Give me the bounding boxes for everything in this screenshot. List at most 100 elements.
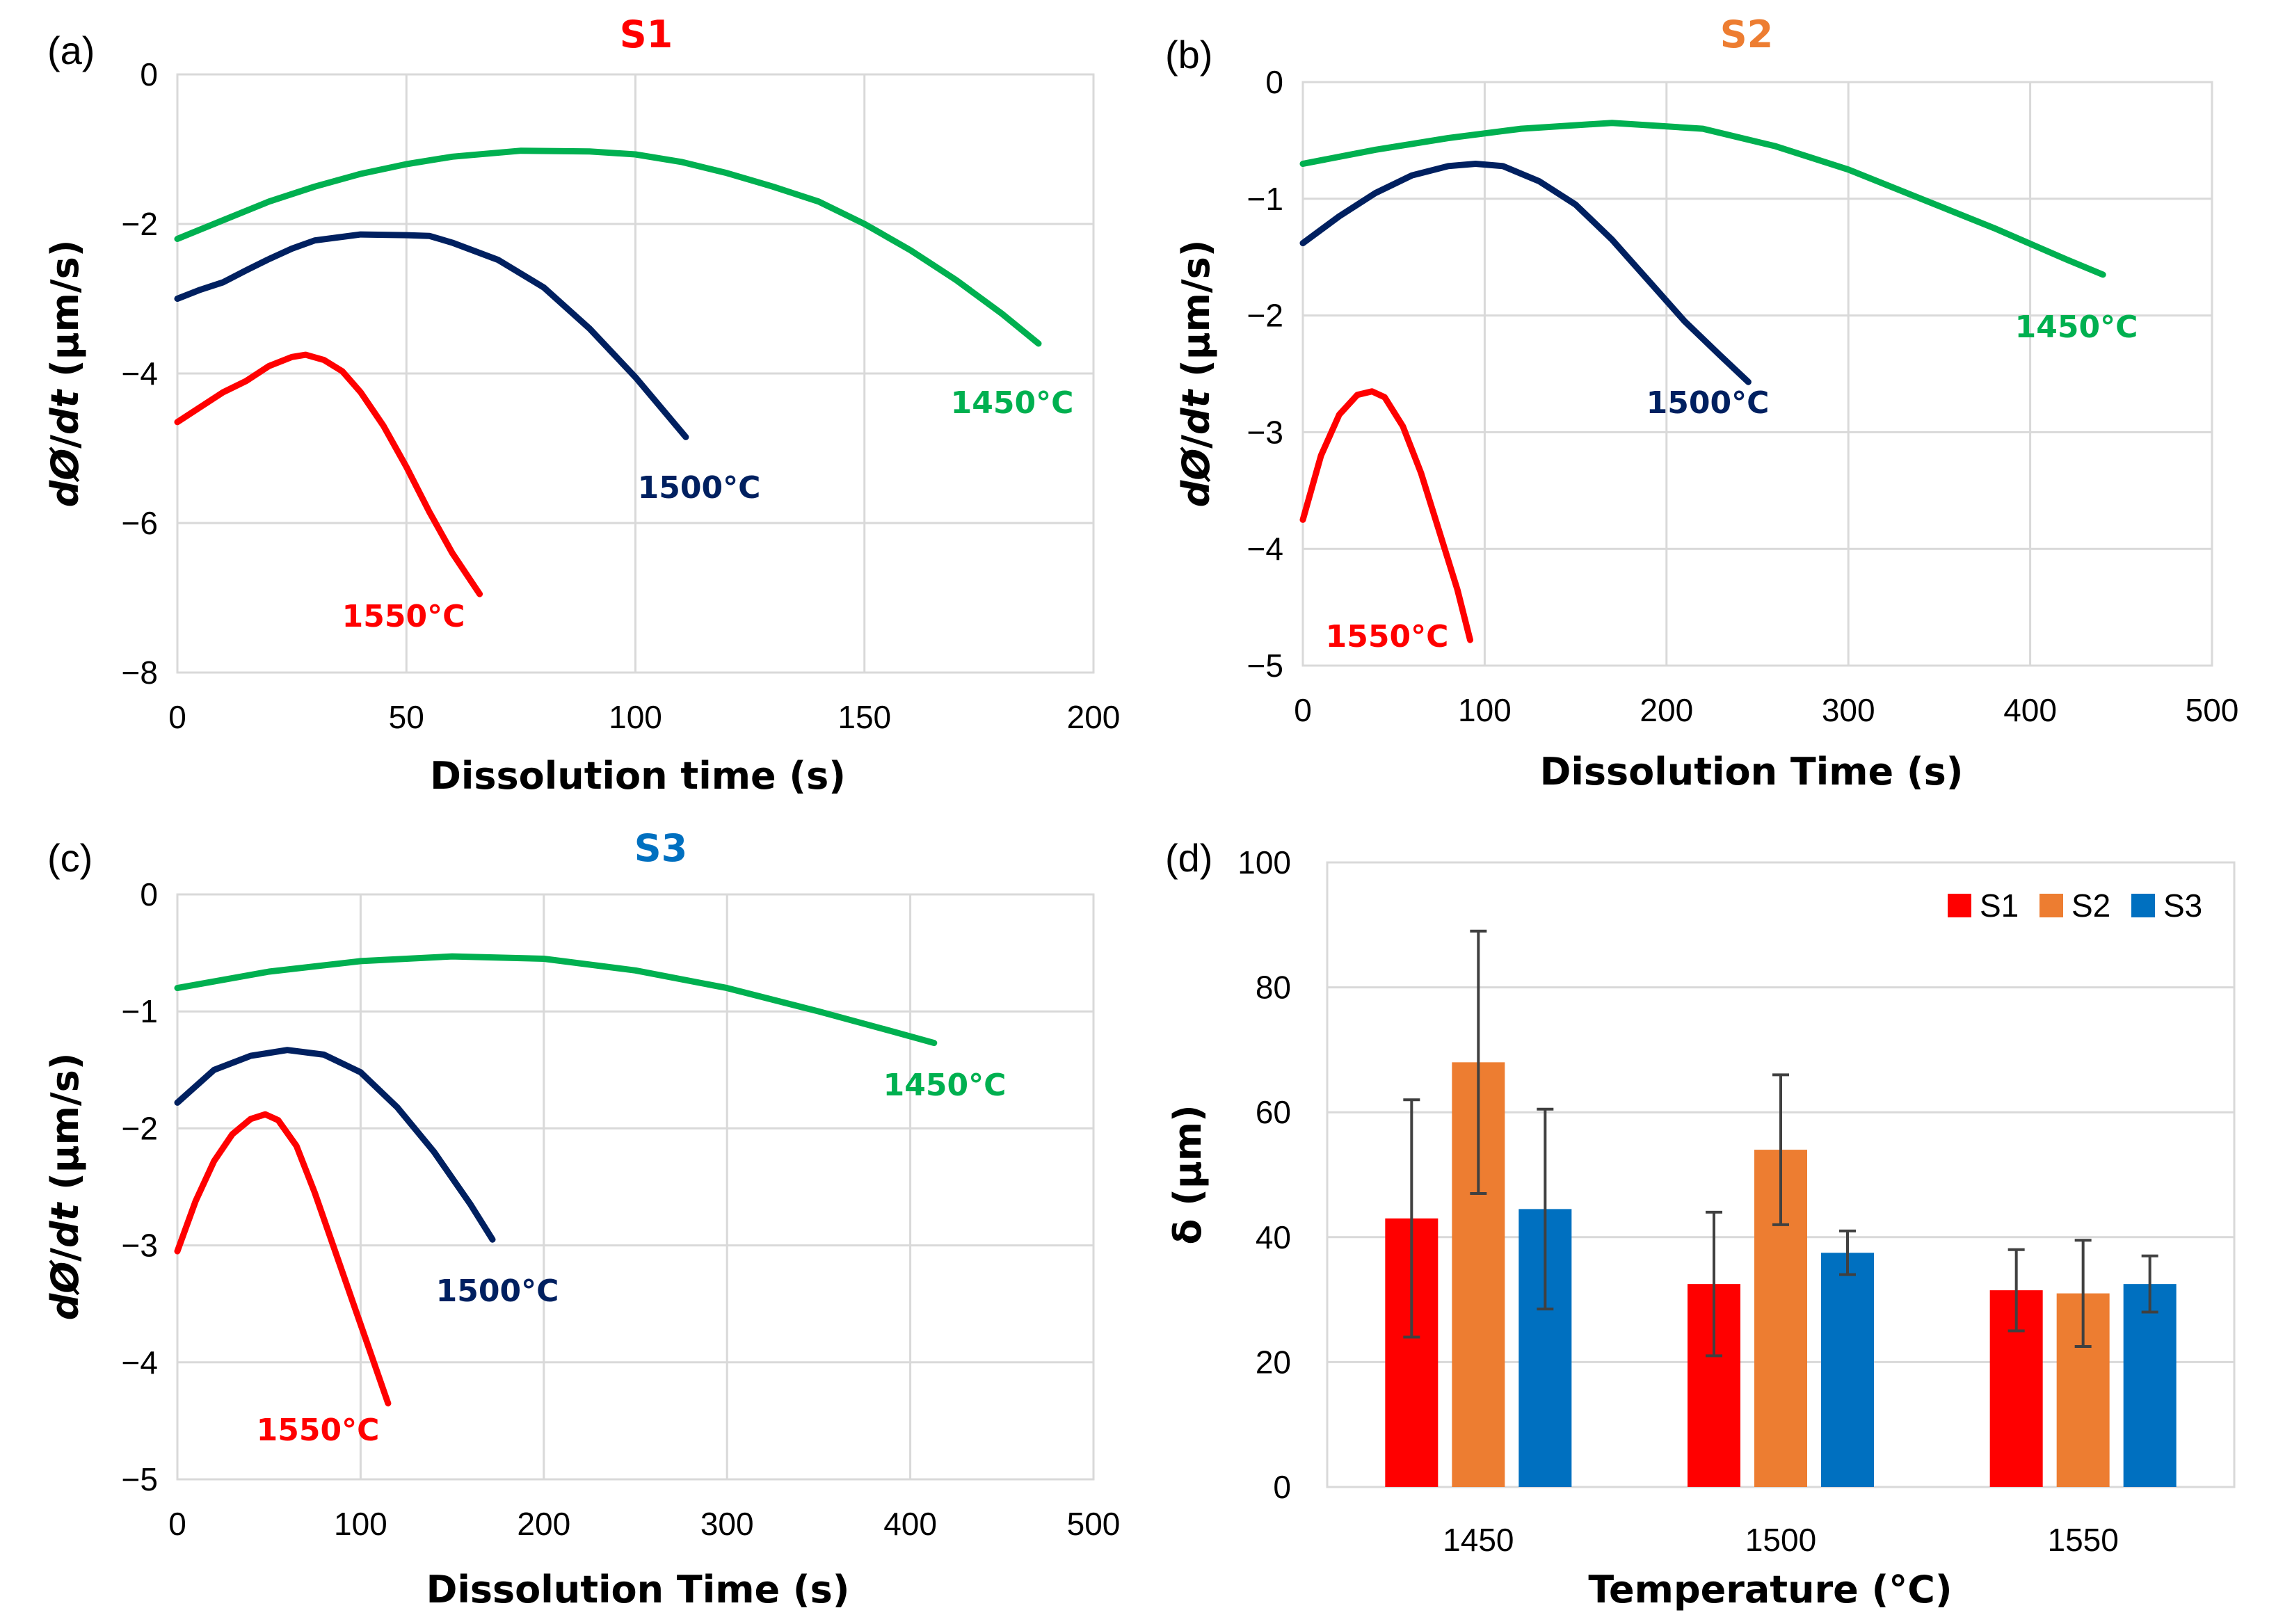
y-tick-label: 0 bbox=[140, 876, 158, 913]
y-axis-label: dØ/dt (µm/s) bbox=[1174, 240, 1218, 508]
series-label: 1500°C bbox=[436, 1273, 559, 1309]
series-line-1450c bbox=[174, 953, 938, 1047]
series-line-1450c bbox=[174, 147, 1042, 347]
y-axis-label-part: (µm/s) bbox=[1174, 240, 1218, 390]
panel-d-bar-chart: 0 20 40 60 80 100 1450 1500 1550 S1 S2 S3 (d) Tempera… bbox=[1165, 836, 2236, 1611]
y-tick-label: 20 bbox=[1256, 1344, 1291, 1380]
bar-s3 bbox=[1821, 1253, 1874, 1487]
y-tick-label: −4 bbox=[122, 355, 158, 392]
y-axis-label-part: (µm/s) bbox=[43, 1053, 87, 1203]
x-tick-label: 400 bbox=[2003, 692, 2057, 728]
y-axis-label-part: d bbox=[43, 1292, 87, 1320]
y-tick-label: −8 bbox=[122, 654, 158, 691]
series-line-1550c bbox=[1299, 388, 1473, 643]
y-axis-label-part: Ø bbox=[1174, 447, 1218, 483]
y-axis-label-part: / bbox=[43, 435, 87, 449]
panel-letter: (b) bbox=[1165, 33, 1212, 77]
y-tick-label: −5 bbox=[1247, 648, 1283, 684]
x-tick-label: 500 bbox=[1067, 1506, 1121, 1542]
y-axis-label: dØ/dt (µm/s) bbox=[43, 1053, 87, 1321]
x-axis-label: Dissolution Time (s) bbox=[1540, 750, 1964, 794]
y-tick-label: −2 bbox=[122, 206, 158, 242]
series-label: 1450°C bbox=[883, 1068, 1007, 1103]
series-label: 1500°C bbox=[1646, 385, 1770, 421]
y-tick-label: 100 bbox=[1237, 844, 1291, 881]
legend-label: S3 bbox=[2163, 887, 2202, 924]
x-tick-label: 200 bbox=[517, 1506, 570, 1542]
panel-title: S2 bbox=[1720, 13, 1773, 56]
y-tick-label: −1 bbox=[1247, 181, 1283, 217]
legend-label: S1 bbox=[1980, 887, 2019, 924]
panel-c-line-chart: 0 −1 −2 −3 −4 −5 0 100 200 300 400 500 (c) S3 Dissolut… bbox=[43, 826, 1120, 1611]
x-tick-label: 300 bbox=[700, 1506, 754, 1542]
y-tick-label: 60 bbox=[1256, 1094, 1291, 1130]
series-label: 1500°C bbox=[638, 470, 761, 506]
panel-b-line-chart: 0 −1 −2 −3 −4 −5 0 100 200 300 400 500 (b) S2 Dissolut… bbox=[1165, 13, 2238, 794]
x-tick-label: 100 bbox=[609, 699, 662, 735]
y-tick-label: −3 bbox=[1247, 414, 1283, 450]
legend-swatch-s2 bbox=[2039, 894, 2063, 917]
series-line-1500c bbox=[1299, 161, 1752, 385]
panel-letter: (d) bbox=[1165, 836, 1212, 880]
legend-swatch-s1 bbox=[1948, 894, 1971, 917]
y-axis-label-part: / bbox=[1174, 435, 1218, 449]
y-tick-label: 40 bbox=[1256, 1219, 1291, 1255]
panel-letter: (c) bbox=[47, 836, 93, 880]
x-tick-label: 0 bbox=[168, 699, 186, 735]
panel-letter: (a) bbox=[47, 29, 95, 72]
x-axis-label: Dissolution time (s) bbox=[430, 754, 846, 798]
legend-swatch-s3 bbox=[2131, 894, 2155, 917]
series-line-1550c bbox=[174, 351, 483, 597]
y-axis-label: dØ/dt (µm/s) bbox=[43, 240, 87, 508]
x-tick-label: 100 bbox=[334, 1506, 387, 1542]
y-axis-label-part: / bbox=[43, 1248, 87, 1262]
y-axis-label-part: d bbox=[1174, 479, 1218, 507]
series-line-1550c bbox=[174, 1111, 392, 1407]
x-tick-label: 100 bbox=[1458, 692, 1512, 728]
y-tick-label: −5 bbox=[122, 1461, 158, 1497]
plot-area-frame bbox=[1301, 81, 2213, 667]
category-tick-label: 1550 bbox=[2047, 1522, 2118, 1558]
y-axis-label-part: dt bbox=[43, 1201, 87, 1248]
y-tick-label: −2 bbox=[122, 1110, 158, 1146]
x-tick-label: 0 bbox=[168, 1506, 186, 1542]
y-tick-label: −4 bbox=[1247, 531, 1283, 567]
series-label: 1450°C bbox=[951, 385, 1074, 421]
x-tick-label: 150 bbox=[838, 699, 891, 735]
panel-title: S1 bbox=[620, 13, 673, 56]
series-line-1500c bbox=[174, 231, 689, 440]
series-line-1500c bbox=[174, 1047, 496, 1243]
legend-label: S2 bbox=[2071, 887, 2110, 924]
y-tick-label: 0 bbox=[1265, 64, 1283, 100]
y-axis-label-part: Ø bbox=[43, 1260, 87, 1296]
y-tick-label: −1 bbox=[122, 993, 158, 1029]
x-tick-label: 500 bbox=[2186, 692, 2239, 728]
y-tick-label: −6 bbox=[122, 505, 158, 541]
category-tick-label: 1450 bbox=[1443, 1522, 1514, 1558]
x-axis-label: Temperature (°C) bbox=[1588, 1568, 1952, 1611]
y-axis-label: δ (µm) bbox=[1166, 1104, 1210, 1244]
category-tick-label: 1500 bbox=[1745, 1522, 1816, 1558]
y-axis-label-part: Ø bbox=[43, 447, 87, 483]
y-axis-label-part: (µm/s) bbox=[43, 240, 87, 390]
y-tick-label: 0 bbox=[1273, 1469, 1291, 1505]
plot-area-frame bbox=[176, 73, 1095, 674]
bar-s3 bbox=[2123, 1284, 2177, 1487]
panel-title: S3 bbox=[634, 826, 687, 870]
x-axis-label: Dissolution Time (s) bbox=[426, 1568, 850, 1611]
series-label: 1550°C bbox=[1326, 619, 1449, 654]
panel-a-line-chart: 0 −2 −4 −6 −8 0 50 100 150 200 (a) S1 Dissolution ti… bbox=[43, 13, 1120, 798]
y-tick-label: 80 bbox=[1256, 970, 1291, 1006]
y-tick-label: −4 bbox=[122, 1344, 158, 1381]
x-tick-label: 200 bbox=[1640, 692, 1693, 728]
series-label: 1550°C bbox=[257, 1413, 380, 1448]
series-line-1450c bbox=[1299, 120, 2106, 278]
y-tick-label: 0 bbox=[140, 56, 158, 93]
plot-area-frame bbox=[176, 893, 1095, 1481]
y-tick-label: −2 bbox=[1247, 298, 1283, 334]
y-axis-label-part: dt bbox=[1174, 388, 1218, 435]
x-tick-label: 0 bbox=[1294, 692, 1312, 728]
series-label: 1450°C bbox=[2015, 309, 2138, 345]
